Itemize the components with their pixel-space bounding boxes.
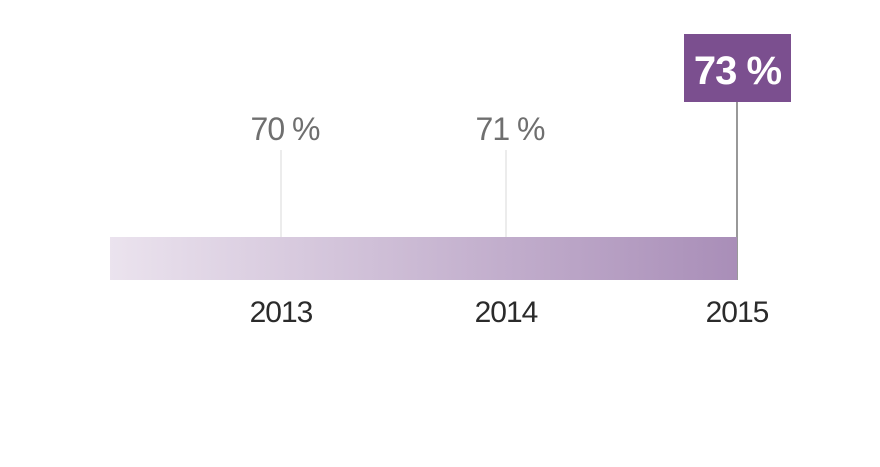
year-label-2013: 2013 [250, 296, 313, 329]
value-label-2013: 70 % [251, 111, 320, 147]
value-label-2014: 71 % [476, 111, 545, 147]
timeline-bar [110, 237, 737, 280]
year-label-2014: 2014 [475, 296, 538, 329]
year-label-2015: 2015 [706, 296, 769, 329]
highlight-value-box [684, 34, 791, 102]
value-label-2015: 73 % [694, 49, 782, 93]
